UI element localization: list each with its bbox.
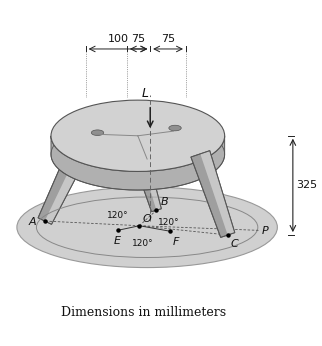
Text: 120°: 120°	[132, 239, 153, 248]
Text: $C$: $C$	[230, 237, 240, 248]
Polygon shape	[138, 170, 161, 212]
Text: Dimensions in millimeters: Dimensions in millimeters	[62, 306, 227, 319]
Text: $L$: $L$	[140, 87, 149, 100]
Text: $P$: $P$	[261, 224, 270, 236]
Text: $A$: $A$	[28, 215, 37, 227]
Polygon shape	[51, 136, 225, 190]
Polygon shape	[45, 157, 84, 224]
Polygon shape	[38, 153, 75, 221]
Text: 325: 325	[297, 180, 318, 190]
Text: 120°: 120°	[158, 218, 180, 227]
Text: 100: 100	[108, 34, 128, 44]
Text: $F$: $F$	[172, 235, 180, 247]
Polygon shape	[200, 151, 235, 235]
Text: 75: 75	[131, 34, 146, 44]
Ellipse shape	[91, 130, 104, 136]
Text: $O$: $O$	[142, 212, 153, 224]
Polygon shape	[191, 151, 235, 237]
Polygon shape	[145, 170, 161, 210]
Ellipse shape	[169, 125, 181, 131]
Polygon shape	[191, 154, 228, 237]
Ellipse shape	[17, 187, 277, 267]
Text: $E$: $E$	[113, 234, 121, 246]
Text: $B$: $B$	[160, 195, 169, 207]
Text: 120°: 120°	[107, 211, 128, 220]
Polygon shape	[38, 153, 84, 224]
Ellipse shape	[51, 100, 225, 172]
Text: 75: 75	[161, 34, 175, 44]
Polygon shape	[138, 172, 156, 212]
